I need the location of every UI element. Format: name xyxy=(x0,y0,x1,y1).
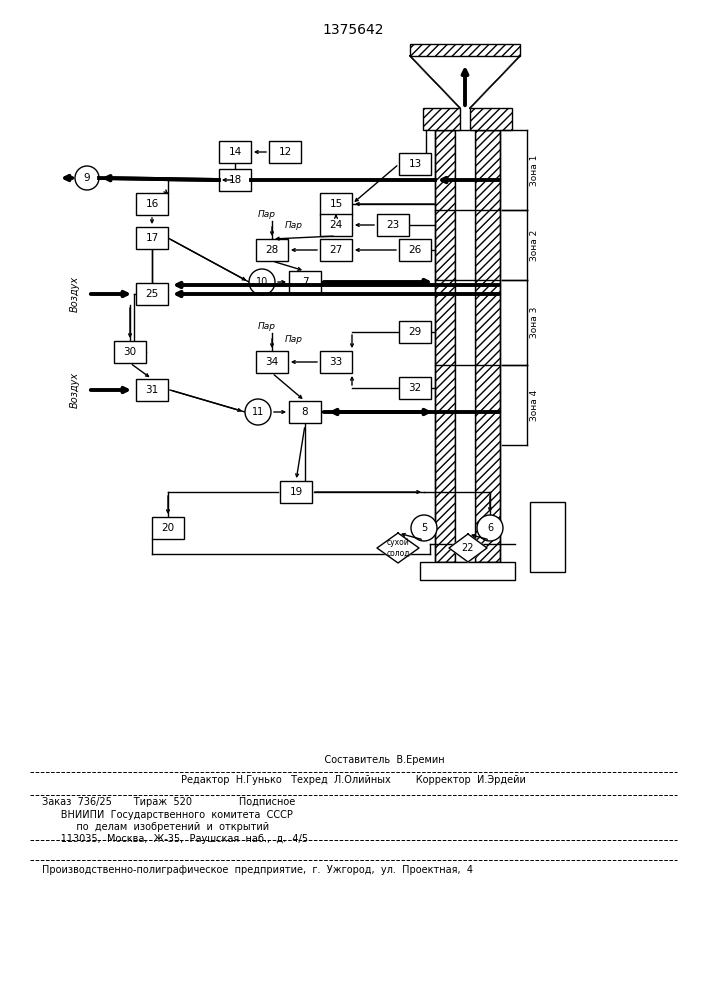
Bar xyxy=(475,130,500,562)
Text: 15: 15 xyxy=(329,199,343,209)
Circle shape xyxy=(411,515,437,541)
Bar xyxy=(152,517,184,539)
Text: ВНИИПИ  Государственного  комитета  СССР: ВНИИПИ Государственного комитета СССР xyxy=(42,810,293,820)
Text: 34: 34 xyxy=(265,357,279,367)
Bar xyxy=(420,562,515,580)
Text: сухой
солод: сухой солод xyxy=(386,538,410,558)
Circle shape xyxy=(249,269,275,295)
Bar xyxy=(530,502,565,572)
Text: Составитель  В.Еремин: Составитель В.Еремин xyxy=(262,755,444,765)
Text: 26: 26 xyxy=(409,245,421,255)
Text: Зона 3: Зона 3 xyxy=(530,307,539,338)
Bar xyxy=(280,481,312,503)
Bar xyxy=(410,44,520,56)
Polygon shape xyxy=(410,56,460,108)
Bar xyxy=(399,153,431,175)
Text: 31: 31 xyxy=(146,385,158,395)
Text: 12: 12 xyxy=(279,147,291,157)
Text: 11: 11 xyxy=(252,407,264,417)
Text: 22: 22 xyxy=(462,543,474,553)
Text: 28: 28 xyxy=(265,245,279,255)
Bar xyxy=(269,141,301,163)
Text: Редактор  Н.Гунько   Техред  Л.Олийных        Корректор  И.Эрдейи: Редактор Н.Гунько Техред Л.Олийных Корре… xyxy=(180,775,525,785)
Text: 30: 30 xyxy=(124,347,136,357)
Text: Воздух: Воздух xyxy=(70,276,80,312)
Text: 19: 19 xyxy=(289,487,303,497)
Circle shape xyxy=(477,515,503,541)
Text: 24: 24 xyxy=(329,220,343,230)
Text: 33: 33 xyxy=(329,357,343,367)
Bar xyxy=(399,239,431,261)
Text: по  делам  изобретений  и  открытий: по делам изобретений и открытий xyxy=(42,822,269,832)
Text: Пар: Пар xyxy=(285,221,303,230)
Bar xyxy=(399,377,431,399)
Text: 23: 23 xyxy=(386,220,399,230)
Bar xyxy=(320,239,352,261)
Bar xyxy=(399,321,431,343)
Polygon shape xyxy=(449,534,487,562)
Bar xyxy=(455,130,475,562)
Circle shape xyxy=(245,399,271,425)
Text: 10: 10 xyxy=(256,277,268,287)
Text: Пар: Пар xyxy=(258,322,276,331)
Text: 13: 13 xyxy=(409,159,421,169)
Text: 14: 14 xyxy=(228,147,242,157)
Polygon shape xyxy=(377,533,419,563)
Bar xyxy=(136,227,168,249)
Text: 29: 29 xyxy=(409,327,421,337)
Text: Заказ  736/25       Тираж  520               Подписное: Заказ 736/25 Тираж 520 Подписное xyxy=(42,797,296,807)
Text: 1375642: 1375642 xyxy=(322,23,384,37)
Text: 113035,  Москва,  Ж-35,  Раушская  наб.,  д.  4/5: 113035, Москва, Ж-35, Раушская наб., д. … xyxy=(42,834,308,844)
Text: 18: 18 xyxy=(228,175,242,185)
Text: 9: 9 xyxy=(83,173,90,183)
Bar xyxy=(320,214,352,236)
Circle shape xyxy=(75,166,99,190)
Bar xyxy=(114,341,146,363)
Bar xyxy=(377,214,409,236)
Text: Зона 4: Зона 4 xyxy=(530,389,539,421)
Text: 17: 17 xyxy=(146,233,158,243)
Text: 6: 6 xyxy=(487,523,493,533)
Text: 32: 32 xyxy=(409,383,421,393)
Text: 5: 5 xyxy=(421,523,427,533)
Bar xyxy=(289,271,321,293)
Bar xyxy=(256,239,288,261)
Text: 25: 25 xyxy=(146,289,158,299)
Text: Пар: Пар xyxy=(285,336,303,344)
Bar xyxy=(320,193,352,215)
Text: 8: 8 xyxy=(302,407,308,417)
Bar xyxy=(423,108,460,130)
Bar xyxy=(320,351,352,373)
Bar xyxy=(219,169,251,191)
Text: Зона 1: Зона 1 xyxy=(530,154,539,186)
Bar xyxy=(470,108,512,130)
Bar xyxy=(256,351,288,373)
Text: Зона 2: Зона 2 xyxy=(530,229,539,261)
Bar xyxy=(136,193,168,215)
Text: Пар: Пар xyxy=(258,210,276,219)
Text: Производственно-полиграфическое  предприятие,  г.  Ужгород,  ул.  Проектная,  4: Производственно-полиграфическое предприя… xyxy=(42,865,473,875)
Bar xyxy=(289,401,321,423)
Bar xyxy=(435,130,455,562)
Bar xyxy=(136,283,168,305)
Bar xyxy=(219,141,251,163)
Text: 27: 27 xyxy=(329,245,343,255)
Text: Воздух: Воздух xyxy=(70,372,80,408)
Text: 7: 7 xyxy=(302,277,308,287)
Text: 16: 16 xyxy=(146,199,158,209)
Polygon shape xyxy=(470,56,520,108)
Text: 20: 20 xyxy=(161,523,175,533)
Bar xyxy=(136,379,168,401)
